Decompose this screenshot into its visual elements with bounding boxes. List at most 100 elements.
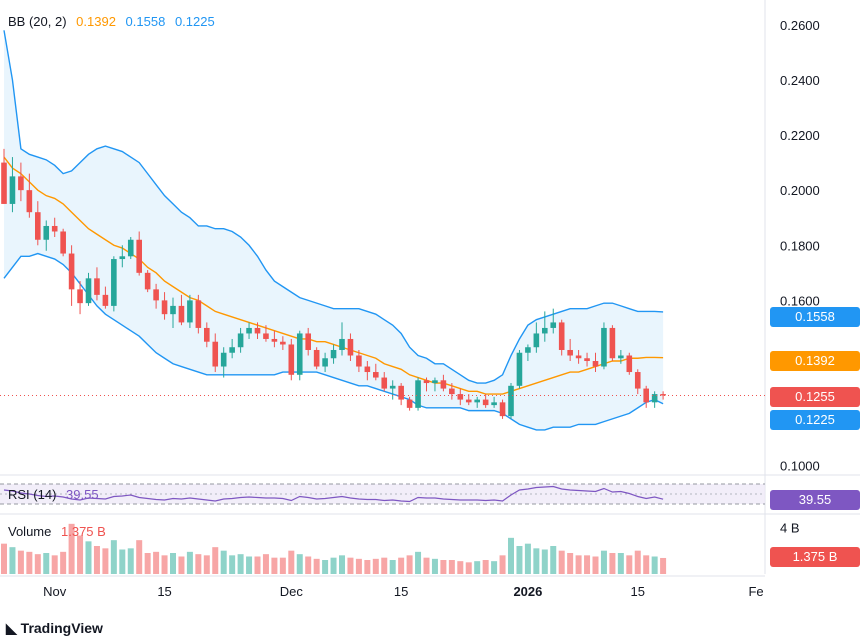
volume-bar [423,557,430,574]
bb-band-fill [4,30,664,430]
time-axis-tick: 15 [157,584,171,599]
candle-body [533,333,540,348]
candle-body [381,377,388,389]
candle-body [508,385,514,417]
candle-body [153,289,159,301]
volume-bar [482,560,489,574]
bb-legend-label: BB (20, 2) [8,14,67,29]
candle-body [542,327,548,334]
bb-lower-line [3,252,664,431]
candle-body [263,333,269,339]
candle-body [347,338,354,356]
candle-body [558,322,565,350]
price-axis-tick: 0.2000 [780,183,820,198]
volume-bar [474,561,481,574]
candle-body [643,388,649,403]
volume-bar [288,550,295,574]
candle-body [618,355,624,359]
candle-body [626,355,633,373]
volume-bar [330,557,337,574]
volume-bar [1,543,7,574]
candle-body [651,394,658,403]
price-axis-tick: 0.1000 [780,459,820,474]
volume-bar [127,548,134,574]
time-axis-tick: 2026 [513,584,542,599]
price-axis-tick: 0.1600 [780,293,820,308]
candle-body [119,256,126,260]
volume-bar [651,556,658,574]
candle-body [212,341,219,367]
candle-body [474,399,480,403]
candle-body [499,402,506,417]
volume-bar [161,555,168,574]
candle-body [9,176,16,204]
price-tag-basis: 0.1392 [770,351,860,371]
volume-bar [9,547,16,574]
volume-bar [186,551,193,574]
volume-bar [305,556,312,574]
candle-body [584,358,590,362]
tradingview-logo-icon: ◣ [6,620,17,636]
candle-body [491,402,497,406]
volume-bar [254,556,261,574]
candle-body [313,349,320,367]
volume-bar [372,558,379,574]
candle-body [136,239,142,273]
candle-body [204,327,210,342]
volume-bar [93,546,100,574]
volume-bar [524,543,531,574]
candle-body [246,327,252,334]
volume-legend-value: 1.375 B [61,524,106,539]
candle-body [389,385,396,389]
volume-bar [567,553,574,574]
candle-body [601,327,607,367]
time-axis-tick: Dec [280,584,304,599]
volume-bar [170,553,176,574]
candle-body [68,253,75,290]
candle-body [634,372,641,389]
volume-bar [271,557,278,574]
volume-bar [431,558,438,574]
volume-bar [85,541,92,574]
volume-bar [26,551,33,574]
candle-body [170,305,176,315]
volume-bar [153,551,160,574]
candle-body [26,190,33,213]
candle-body [35,212,41,240]
volume-bar [440,560,447,574]
candle-body [373,372,379,378]
candle-body [237,333,244,348]
volume-bar [246,556,253,574]
candle-body [567,349,573,356]
candle-body [457,394,464,400]
candle-body [465,399,472,403]
candle-body [440,380,447,389]
candle-body [161,300,168,315]
candle-body [127,239,134,257]
price-tag-volume: 1.375 B [770,547,860,567]
volume-bar [584,555,591,574]
volume-bar [262,554,269,574]
volume-bar [541,549,548,574]
volume-bar [465,562,472,574]
volume-bar [398,557,405,574]
candle-body [1,162,7,204]
bb-legend-basis: 0.1392 [76,14,116,29]
price-axis-tick: 0.2200 [780,128,820,143]
volume-bar [491,561,498,574]
price-tag-rsi: 39.55 [770,490,860,510]
volume-bar [448,560,455,574]
volume-bar [322,560,329,574]
volume-legend: Volume 1.375 B [8,524,112,539]
candle-body [220,352,227,367]
rsi-band-fill [0,484,765,504]
tradingview-logo[interactable]: ◣ TradingView [6,620,103,637]
volume-bar [195,554,202,574]
volume-bar [381,557,388,574]
volume-bar [313,558,320,574]
candle-body [178,305,185,323]
volume-bar [364,560,371,574]
volume-bar [457,561,464,574]
